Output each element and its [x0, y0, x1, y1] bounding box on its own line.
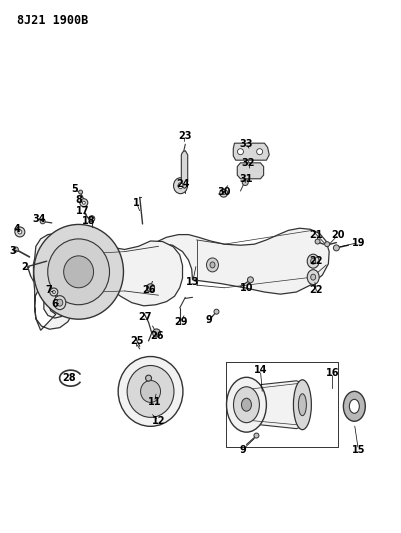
Ellipse shape [233, 387, 259, 423]
Text: 30: 30 [218, 187, 231, 197]
Polygon shape [156, 228, 329, 294]
Ellipse shape [311, 274, 316, 280]
Circle shape [325, 241, 330, 247]
Text: 32: 32 [242, 158, 255, 168]
Circle shape [53, 290, 55, 294]
Ellipse shape [127, 366, 174, 417]
Text: 8: 8 [75, 195, 82, 205]
Text: 33: 33 [240, 139, 253, 149]
Text: 1: 1 [133, 198, 140, 208]
Ellipse shape [34, 224, 124, 319]
Circle shape [220, 189, 228, 197]
Circle shape [315, 239, 320, 244]
Text: 27: 27 [138, 312, 151, 322]
Polygon shape [181, 151, 188, 188]
Text: 24: 24 [176, 179, 189, 189]
Text: 10: 10 [240, 283, 253, 293]
Text: 7: 7 [45, 286, 52, 295]
Text: 29: 29 [174, 317, 187, 327]
Ellipse shape [210, 262, 215, 268]
Text: 14: 14 [254, 365, 267, 375]
Polygon shape [233, 143, 269, 160]
Polygon shape [33, 233, 182, 330]
Text: 12: 12 [152, 416, 165, 426]
Circle shape [13, 247, 18, 252]
Text: 9: 9 [239, 445, 246, 455]
Text: 25: 25 [130, 336, 143, 346]
Text: 8J21 1900B: 8J21 1900B [17, 14, 88, 27]
Circle shape [146, 375, 152, 381]
Text: 5: 5 [71, 184, 78, 195]
Circle shape [152, 329, 160, 337]
Text: 4: 4 [13, 224, 20, 235]
Ellipse shape [174, 177, 188, 193]
Ellipse shape [227, 377, 266, 432]
Ellipse shape [141, 381, 160, 402]
Circle shape [257, 149, 263, 155]
Circle shape [146, 284, 154, 292]
Circle shape [50, 288, 58, 296]
Circle shape [15, 227, 25, 237]
Ellipse shape [118, 357, 183, 426]
Text: 17: 17 [76, 206, 89, 216]
Text: 22: 22 [310, 286, 323, 295]
Circle shape [82, 201, 85, 204]
Polygon shape [247, 381, 304, 429]
Circle shape [89, 216, 95, 222]
Text: 20: 20 [332, 230, 345, 240]
Text: 9: 9 [205, 314, 212, 325]
Text: 19: 19 [352, 238, 365, 247]
Circle shape [40, 219, 45, 224]
Circle shape [237, 149, 243, 155]
Circle shape [222, 192, 225, 195]
Text: 26: 26 [150, 330, 163, 341]
Text: 23: 23 [178, 131, 191, 141]
Ellipse shape [178, 183, 183, 189]
Circle shape [254, 433, 259, 438]
Text: 34: 34 [32, 214, 45, 224]
Text: 6: 6 [51, 298, 58, 309]
Text: 3: 3 [9, 246, 16, 255]
Text: 22: 22 [310, 256, 323, 266]
Ellipse shape [207, 258, 219, 272]
Ellipse shape [307, 254, 319, 268]
Circle shape [80, 199, 88, 207]
Text: 13: 13 [186, 278, 199, 287]
Circle shape [242, 180, 248, 185]
Circle shape [247, 277, 253, 283]
Circle shape [214, 309, 219, 314]
Text: 15: 15 [352, 445, 365, 455]
Circle shape [79, 190, 83, 194]
Text: 21: 21 [310, 230, 323, 240]
Ellipse shape [311, 258, 316, 264]
Ellipse shape [307, 270, 319, 285]
Ellipse shape [349, 399, 359, 413]
Ellipse shape [294, 380, 311, 430]
Ellipse shape [343, 391, 365, 421]
Text: 16: 16 [326, 368, 339, 378]
Ellipse shape [241, 398, 251, 411]
Ellipse shape [64, 256, 93, 288]
Ellipse shape [57, 299, 63, 306]
Text: 26: 26 [142, 286, 155, 295]
Text: 28: 28 [62, 373, 75, 383]
Ellipse shape [298, 394, 306, 416]
Text: 31: 31 [240, 174, 253, 184]
Ellipse shape [48, 239, 109, 305]
Circle shape [333, 245, 339, 251]
Text: 2: 2 [21, 262, 28, 271]
Text: 18: 18 [82, 216, 95, 227]
Ellipse shape [54, 296, 66, 310]
Circle shape [18, 230, 22, 234]
Polygon shape [237, 163, 263, 179]
Text: 11: 11 [148, 397, 161, 407]
